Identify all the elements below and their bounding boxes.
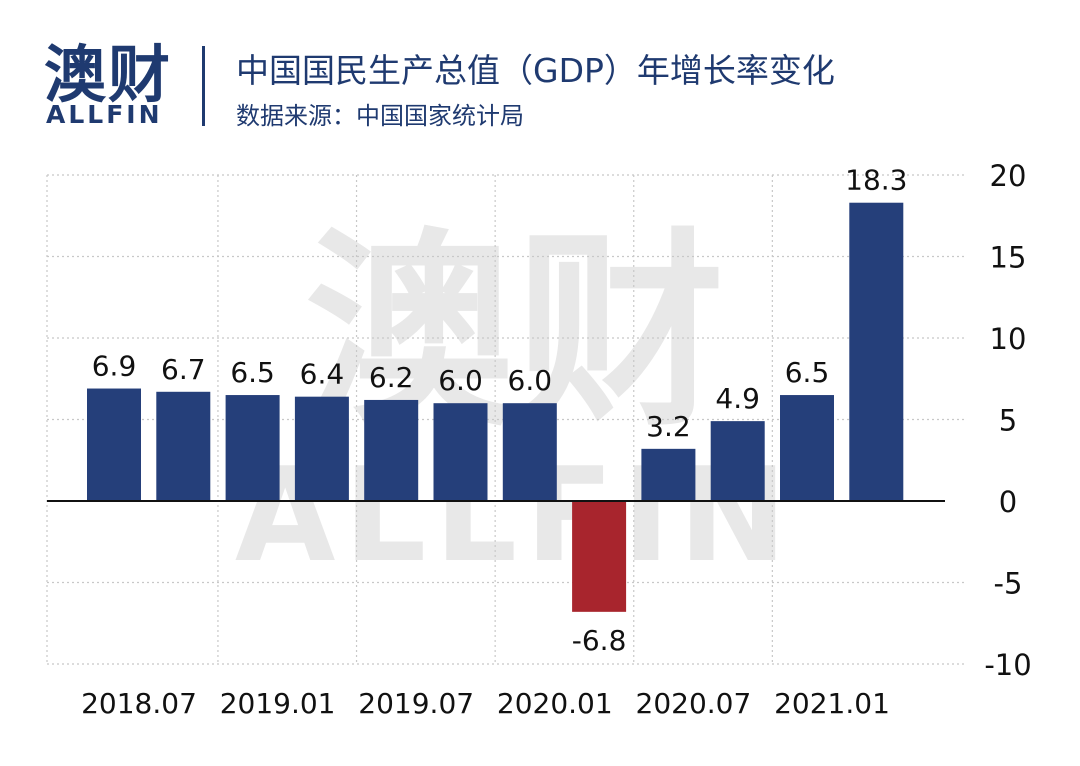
data-label: -6.8	[572, 624, 627, 657]
chart-title: 中国国民生产总值（GDP）年增长率变化	[236, 51, 835, 90]
x-tick-label: 2019.01	[220, 687, 336, 720]
x-tick-label: 2020.07	[636, 687, 752, 720]
header-divider	[202, 46, 205, 126]
data-label: 6.9	[92, 350, 137, 383]
data-label: 6.0	[438, 364, 483, 397]
data-labels: 6.9 6.7 6.5 6.4 6.2 6.0 6.0 -6.8 3.2 4.9 6.5 18.3	[92, 164, 908, 657]
data-label: 4.9	[715, 382, 760, 415]
y-tick-label: 15	[990, 241, 1027, 275]
bars	[87, 202, 904, 612]
grid	[46, 174, 967, 665]
bar-2018.07	[87, 388, 141, 501]
bar-2019.07	[364, 399, 419, 501]
data-label: 6.5	[230, 356, 275, 389]
x-tick-label: 2020.01	[497, 687, 613, 720]
chart-source: 数据来源：中国国家统计局	[236, 102, 524, 130]
data-label: 18.3	[845, 164, 907, 197]
bar-2020.10	[710, 421, 765, 501]
y-tick-label: -5	[994, 567, 1023, 601]
bar-2019.04	[294, 396, 349, 501]
bar-2020.01	[502, 403, 557, 501]
bar-2018.10	[156, 391, 211, 501]
y-tick-label: -10	[984, 648, 1031, 682]
data-label: 3.2	[646, 410, 691, 443]
x-tick-label: 2019.07	[358, 687, 474, 720]
bar-2021.01	[780, 395, 834, 501]
y-tick-label: 20	[990, 159, 1027, 193]
bar-2020.07	[641, 448, 696, 501]
axes: 20 15 10 5 0 -5 -10 2018.07 2019.01 2019.07 2020.0…	[47, 159, 1032, 720]
x-tick-label: 2021.01	[774, 687, 890, 720]
y-tick-label: 10	[990, 322, 1027, 356]
brand-logo-cn: 澳财	[44, 38, 173, 111]
x-tick-label: 2018.07	[81, 687, 197, 720]
data-label: 6.5	[785, 356, 830, 389]
data-label: 6.2	[369, 361, 414, 394]
bar-2021.04	[849, 202, 904, 501]
data-label: 6.0	[508, 364, 553, 397]
bar-2019.10	[433, 403, 488, 501]
y-tick-label: 0	[999, 485, 1017, 519]
brand-logo-en: ALLFIN	[46, 100, 163, 129]
y-tick-label: 5	[999, 404, 1017, 438]
bar-2020.04	[572, 501, 627, 612]
data-label: 6.7	[161, 353, 206, 386]
bar-2019.01	[225, 395, 280, 501]
data-label: 6.4	[300, 358, 345, 391]
